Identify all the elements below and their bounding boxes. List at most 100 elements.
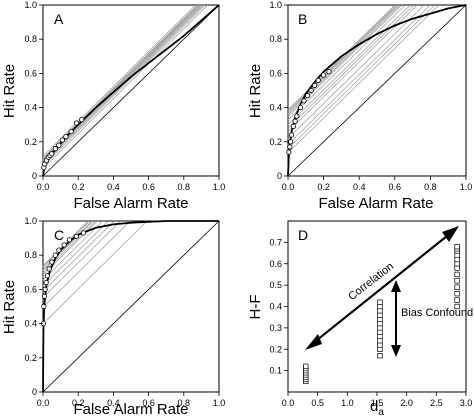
panel-d-x-label: da — [370, 398, 384, 417]
correlation-arrowhead-start — [305, 334, 322, 350]
data-point — [304, 93, 311, 99]
data-point — [43, 279, 49, 286]
fan-line — [289, 4, 435, 148]
x-tick-label: 0.8 — [178, 182, 191, 192]
data-square — [377, 353, 383, 359]
x-tick-label: 1.0 — [460, 182, 473, 192]
data-point — [52, 146, 58, 152]
fan-line — [290, 4, 431, 143]
x-tick-label: 0.6 — [142, 398, 155, 408]
data-point — [315, 77, 321, 83]
panel-b-letter: B — [298, 11, 307, 27]
y-tick-label: 0.3 — [269, 323, 282, 333]
x-tick-label: 0.2 — [72, 398, 85, 408]
panel-a-y-label: Hit Rate — [1, 64, 18, 118]
data-point — [326, 69, 332, 75]
data-point — [52, 252, 58, 258]
data-square — [377, 308, 383, 314]
fan-line — [44, 220, 115, 290]
panel-d-points — [303, 244, 460, 384]
data-point — [73, 233, 80, 239]
data-square — [377, 346, 383, 352]
data-point — [56, 142, 62, 148]
data-square — [377, 338, 383, 344]
y-tick-label: 1.0 — [24, 0, 37, 10]
y-tick-label: 0.4 — [24, 319, 37, 329]
data-point — [68, 128, 74, 135]
fan-line — [48, 220, 98, 270]
panel-a-chance-line — [42, 4, 220, 177]
y-tick-label: 0.8 — [269, 34, 282, 44]
y-tick-label: 0.2 — [269, 344, 282, 354]
panel-b-frame — [287, 4, 467, 177]
data-point — [286, 149, 292, 155]
y-tick-label: 0.6 — [269, 68, 282, 78]
fan-line — [42, 122, 77, 157]
bias-arrowhead-bottom — [391, 345, 401, 357]
fan-line — [45, 220, 109, 283]
data-square — [377, 312, 383, 318]
panel-c-letter: C — [54, 227, 64, 243]
data-square — [377, 329, 383, 335]
x-tick-label: 0.0 — [282, 398, 295, 408]
fan-line — [291, 4, 425, 136]
x-tick-label: 0.6 — [389, 182, 402, 192]
panel-c-points — [40, 230, 87, 327]
data-point — [49, 151, 55, 157]
fan-line — [300, 4, 406, 108]
fan-line — [43, 220, 148, 324]
fan-line — [44, 220, 121, 297]
data-point — [320, 72, 327, 78]
data-square — [377, 316, 383, 322]
x-tick-label: 1.0 — [213, 398, 226, 408]
data-point — [42, 286, 48, 292]
panel-c-x-ticks: 0.0 0.2 0.4 0.6 0.8 1.0 — [37, 392, 226, 408]
data-square — [454, 303, 460, 310]
data-square — [454, 271, 460, 278]
panel-d-letter: D — [298, 227, 308, 243]
data-point — [287, 144, 293, 150]
y-tick-label: 0.4 — [24, 103, 37, 113]
correlation-arrowhead-end — [442, 226, 459, 242]
x-tick-label: 0.5 — [311, 398, 324, 408]
panel-a-fan — [42, 4, 209, 169]
data-point — [294, 113, 300, 119]
panel-a-frame — [42, 4, 220, 177]
data-point — [297, 105, 304, 111]
panel-a-x-label: False Alarm Rate — [73, 195, 188, 212]
x-tick-label: 2.0 — [400, 398, 413, 408]
bias-confound-label: Bias Confound — [401, 307, 473, 319]
data-point — [301, 98, 307, 104]
fan-line — [42, 254, 56, 268]
data-point — [79, 116, 85, 123]
y-tick-label: 0.6 — [24, 284, 37, 294]
x-tick-label: 0.2 — [317, 182, 330, 192]
data-point — [56, 247, 62, 253]
panel-b-y-label: Hit Rate — [247, 64, 264, 118]
fan-line — [296, 4, 411, 117]
panel-c-chance-line — [42, 220, 220, 393]
panel-d-y-label: H-F — [247, 295, 264, 320]
fan-line — [307, 4, 401, 96]
x-tick-label: 0.4 — [107, 398, 120, 408]
data-square — [303, 363, 309, 369]
panel-b-points — [286, 69, 332, 155]
x-tick-label: 0.8 — [424, 182, 437, 192]
x-tick-label: 0.0 — [37, 398, 50, 408]
x-tick-label: 0.8 — [178, 398, 191, 408]
panel-c-curve — [42, 220, 219, 393]
x-tick-label: 1.0 — [213, 182, 226, 192]
data-square — [454, 244, 460, 250]
fan-line — [44, 4, 206, 165]
data-square — [454, 256, 460, 263]
x-tick-label: 1.0 — [341, 398, 354, 408]
panel-d-x-ticks: 0.0 0.5 1.0 1.5 2.0 2.5 3.0 — [282, 392, 472, 408]
data-point — [44, 273, 51, 279]
data-square — [377, 299, 383, 305]
fan-line — [303, 4, 402, 102]
panel-a: 0.0 0.2 0.4 0.6 0.8 1.0 0 0.2 0.4 0.6 0.8 1.0 A Fa… — [1, 0, 225, 212]
panel-d: 0.0 0.5 1.0 1.5 2.0 2.5 3.0 0.1 0.2 0.3 0.4 0.5 0.6… — [247, 220, 473, 417]
data-point — [288, 139, 294, 145]
data-point — [63, 134, 69, 140]
